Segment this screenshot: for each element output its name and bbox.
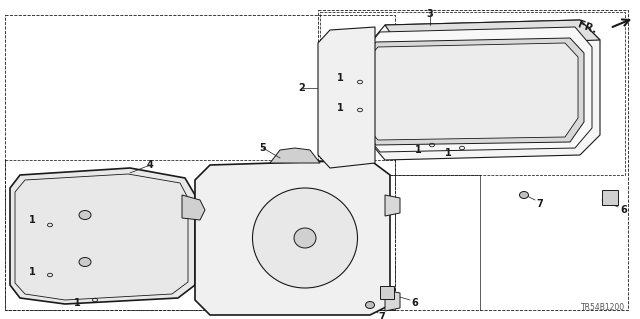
Text: FR.: FR. <box>577 19 598 35</box>
Text: 1: 1 <box>29 267 35 277</box>
Polygon shape <box>270 148 320 163</box>
Polygon shape <box>385 20 600 47</box>
Text: 7: 7 <box>536 199 543 209</box>
Polygon shape <box>602 190 618 205</box>
Polygon shape <box>182 195 205 220</box>
Polygon shape <box>195 160 390 315</box>
Polygon shape <box>364 27 592 152</box>
Polygon shape <box>380 286 394 299</box>
Ellipse shape <box>79 257 91 266</box>
Polygon shape <box>318 27 375 168</box>
Polygon shape <box>385 195 400 216</box>
Polygon shape <box>365 43 578 140</box>
Text: TR54B1200: TR54B1200 <box>581 303 625 313</box>
Polygon shape <box>363 38 584 145</box>
Text: 1: 1 <box>337 73 344 83</box>
Text: 3: 3 <box>427 9 433 19</box>
Text: 5: 5 <box>260 143 266 153</box>
Text: 4: 4 <box>147 160 154 170</box>
Text: 6: 6 <box>412 298 419 308</box>
Text: 7: 7 <box>379 312 385 319</box>
Ellipse shape <box>294 228 316 248</box>
Text: 6: 6 <box>621 205 627 215</box>
Polygon shape <box>368 20 600 160</box>
Text: 1: 1 <box>29 215 35 225</box>
Ellipse shape <box>79 211 91 219</box>
Text: 1: 1 <box>415 145 421 155</box>
Polygon shape <box>10 168 195 304</box>
Text: 1: 1 <box>445 148 451 158</box>
Text: 1: 1 <box>74 298 81 308</box>
Ellipse shape <box>253 188 358 288</box>
Text: 1: 1 <box>337 103 344 113</box>
Text: 2: 2 <box>299 83 305 93</box>
Polygon shape <box>385 290 400 311</box>
Ellipse shape <box>520 191 529 198</box>
Ellipse shape <box>365 301 374 308</box>
